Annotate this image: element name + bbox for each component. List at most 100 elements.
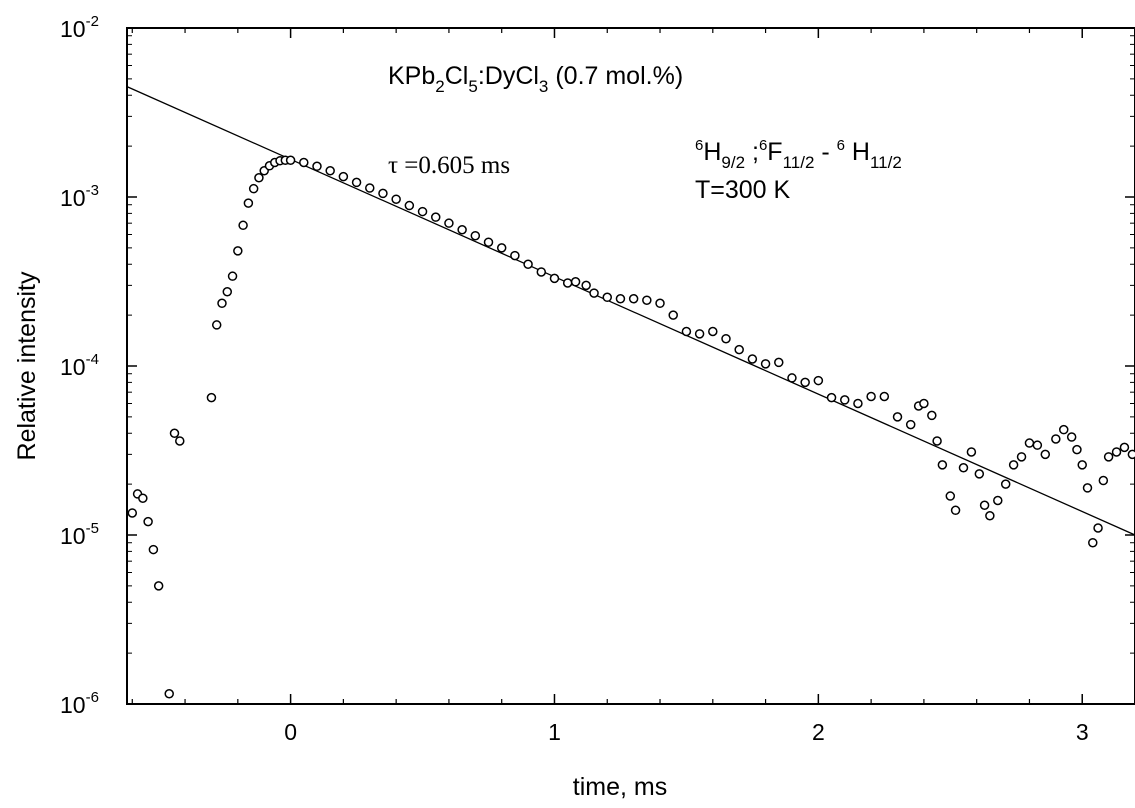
data-point bbox=[365, 183, 375, 193]
data-point bbox=[562, 278, 573, 288]
fit-line-group bbox=[126, 86, 1135, 536]
data-point bbox=[958, 462, 969, 473]
data-point bbox=[826, 392, 837, 403]
data-point bbox=[299, 157, 309, 168]
data-point bbox=[694, 329, 705, 339]
x-axis-title: time, ms bbox=[573, 773, 667, 801]
x-tick-label: 1 bbox=[548, 719, 561, 745]
data-point bbox=[549, 273, 560, 284]
data-point bbox=[950, 505, 961, 516]
data-point bbox=[227, 271, 238, 281]
data-point bbox=[457, 225, 467, 235]
data-markers bbox=[127, 155, 1135, 699]
data-point bbox=[175, 436, 185, 446]
data-point bbox=[430, 212, 441, 222]
data-point bbox=[1111, 447, 1122, 457]
y-tick-labels: 10-6 10-5 10-4 10-3 10-2 bbox=[60, 13, 99, 718]
data-point bbox=[927, 410, 937, 421]
data-point bbox=[378, 188, 388, 199]
data-point bbox=[1051, 434, 1061, 444]
data-point bbox=[993, 495, 1003, 506]
data-point bbox=[800, 377, 810, 388]
data-point bbox=[853, 398, 863, 409]
data-point bbox=[1066, 432, 1077, 442]
data-point bbox=[1093, 523, 1103, 533]
data-point bbox=[325, 165, 335, 176]
data-point bbox=[945, 491, 956, 501]
data-point bbox=[127, 508, 138, 518]
data-point bbox=[138, 493, 148, 503]
y-tick-label: 10-4 bbox=[60, 351, 99, 380]
data-point bbox=[879, 391, 890, 402]
x-tick-label: 2 bbox=[812, 719, 825, 745]
data-point bbox=[979, 500, 990, 510]
data-point bbox=[206, 392, 217, 403]
data-point bbox=[164, 688, 174, 699]
data-point bbox=[839, 395, 850, 405]
data-point bbox=[892, 412, 903, 422]
data-point bbox=[628, 293, 639, 304]
data-point bbox=[285, 155, 296, 165]
data-point bbox=[774, 357, 784, 368]
data-point bbox=[523, 259, 533, 270]
data-point bbox=[570, 277, 581, 287]
data-point bbox=[1088, 537, 1098, 548]
data-point bbox=[391, 194, 401, 204]
temperature-annotation: T=300 K bbox=[695, 176, 791, 204]
data-point bbox=[787, 373, 797, 383]
data-point bbox=[708, 326, 718, 337]
data-point bbox=[974, 469, 985, 479]
compound-annotation: KPb2​Cl5​:DyCl3​ (0.7 mol.%) bbox=[388, 62, 683, 96]
data-point bbox=[642, 295, 652, 305]
x-tick-labels: 0 1 2 3 bbox=[284, 719, 1088, 745]
data-point bbox=[966, 447, 977, 457]
data-point bbox=[985, 510, 995, 521]
data-point bbox=[417, 206, 428, 217]
x-tick-label: 3 bbox=[1076, 719, 1089, 745]
data-point bbox=[248, 183, 259, 194]
data-point bbox=[721, 333, 731, 344]
data-point bbox=[1082, 483, 1093, 493]
data-point bbox=[243, 198, 254, 208]
data-point bbox=[866, 391, 876, 402]
data-point bbox=[1098, 475, 1109, 486]
data-point bbox=[312, 161, 322, 172]
data-point bbox=[1059, 424, 1069, 435]
data-point bbox=[1032, 440, 1043, 450]
data-point bbox=[404, 200, 415, 211]
data-point bbox=[932, 436, 942, 446]
data-point bbox=[813, 375, 824, 386]
transition-annotation: 6​H9/2​ ;6​F11/2​ - 6​ H11/2​ bbox=[695, 137, 902, 172]
data-point bbox=[1000, 479, 1011, 489]
data-point bbox=[1119, 442, 1130, 453]
data-point bbox=[681, 326, 692, 337]
data-point bbox=[1103, 452, 1114, 462]
data-point bbox=[153, 581, 164, 591]
data-point bbox=[1127, 449, 1135, 460]
plot-frame bbox=[126, 27, 1135, 705]
data-point bbox=[1024, 438, 1035, 448]
data-point bbox=[581, 280, 591, 291]
fit-line bbox=[126, 86, 1135, 536]
x-tick-label: 0 bbox=[284, 719, 297, 745]
data-point bbox=[1016, 452, 1027, 462]
data-point bbox=[760, 359, 771, 369]
y-tick-label: 10-5 bbox=[60, 520, 99, 549]
data-point bbox=[734, 344, 744, 355]
data-point bbox=[589, 288, 599, 298]
data-point bbox=[217, 298, 227, 309]
data-point bbox=[143, 516, 153, 527]
data-point bbox=[351, 177, 362, 188]
data-point bbox=[444, 218, 454, 228]
y-axis-title: Relative intensity bbox=[13, 271, 41, 460]
data-point bbox=[148, 544, 159, 555]
data-point bbox=[1008, 460, 1019, 470]
y-tick-label: 10-3 bbox=[60, 182, 99, 211]
data-point bbox=[470, 230, 481, 241]
data-point bbox=[602, 292, 613, 303]
data-point bbox=[496, 243, 507, 253]
data-point bbox=[254, 172, 264, 183]
data-point bbox=[747, 354, 758, 364]
data-point bbox=[615, 293, 626, 304]
